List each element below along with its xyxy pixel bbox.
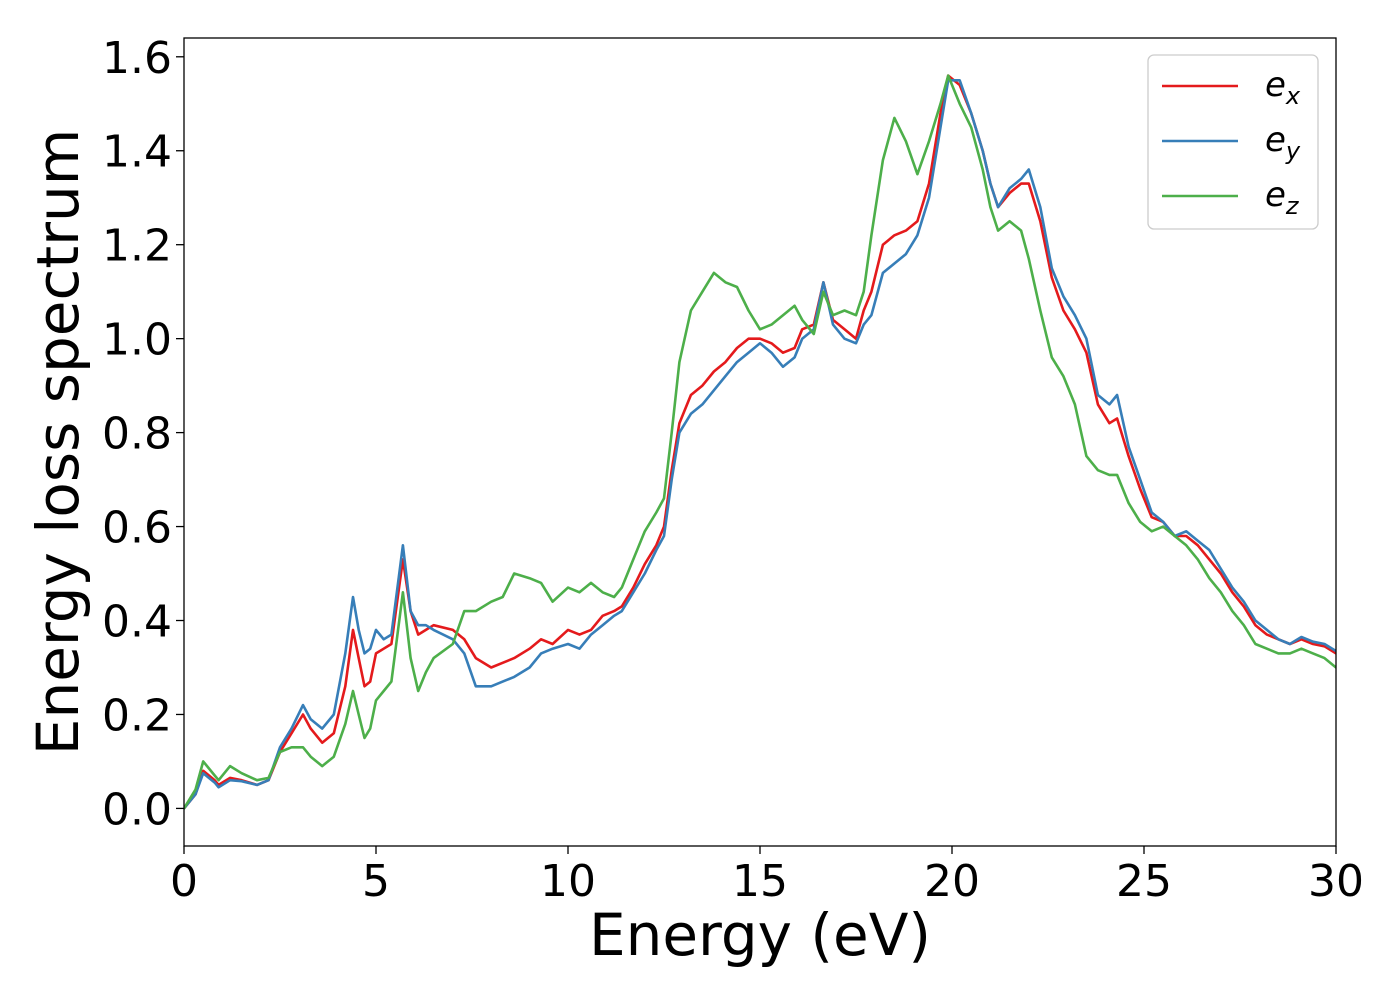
x-tick-label: 5 — [362, 856, 390, 907]
x-tick-label: 25 — [1116, 856, 1172, 907]
y-tick-label: 0.4 — [102, 597, 172, 648]
y-tick-label: 0.6 — [102, 503, 172, 554]
y-axis-title: Energy loss spectrum — [24, 129, 92, 755]
series-line-e-y — [184, 79, 1336, 810]
y-tick-label: 1.2 — [102, 221, 172, 272]
y-tick-label: 1.0 — [102, 315, 172, 366]
x-tick-label: 15 — [732, 856, 788, 907]
x-tick-label: 0 — [170, 856, 198, 907]
y-axis: 0.0 0.2 0.4 0.6 0.8 1.0 1.2 1.4 1.6 — [102, 33, 184, 835]
x-tick-label: 30 — [1308, 856, 1364, 907]
y-tick-label: 1.4 — [102, 127, 172, 178]
legend-subscript: y — [1285, 137, 1301, 165]
x-tick-label: 10 — [540, 856, 596, 907]
legend-subscript: x — [1285, 82, 1301, 110]
series-line-e-z — [184, 74, 1336, 810]
y-tick-label: 1.6 — [102, 33, 172, 84]
y-tick-label: 0.2 — [102, 690, 172, 741]
y-tick-label: 0.0 — [102, 784, 172, 835]
x-axis: 0 5 10 15 20 25 30 — [170, 846, 1364, 907]
y-tick-label: 0.8 — [102, 409, 172, 460]
series-line-e-x — [184, 74, 1336, 810]
legend-subscript: z — [1285, 192, 1300, 220]
x-tick-label: 20 — [924, 856, 980, 907]
x-axis-title: Energy (eV) — [589, 901, 931, 969]
series-layer — [184, 74, 1336, 810]
